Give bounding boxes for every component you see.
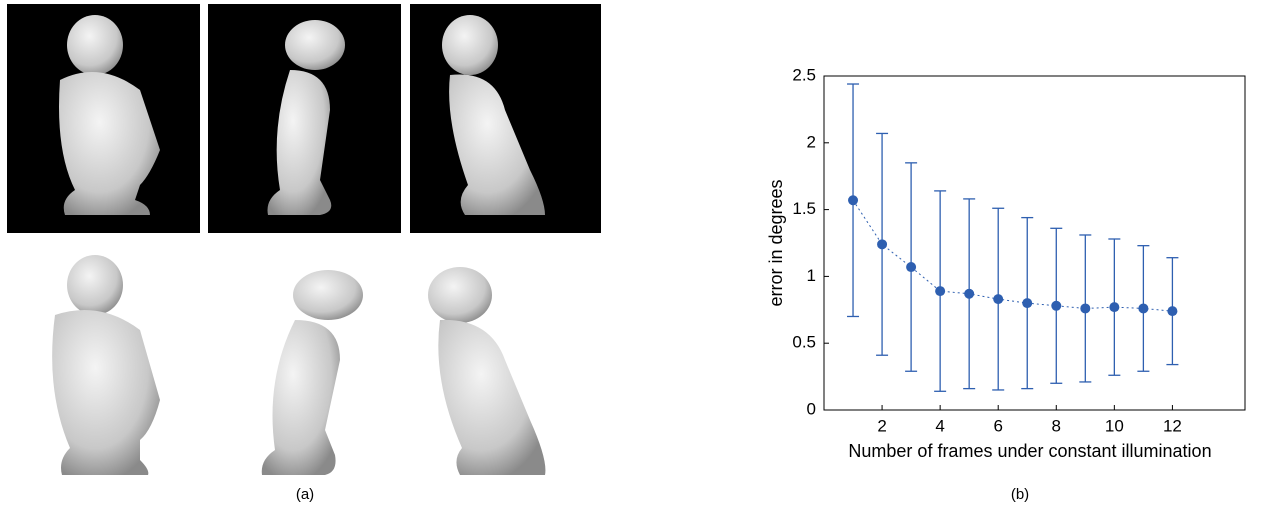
x-tick-label: 2 <box>877 416 886 435</box>
statue-renders <box>52 255 545 475</box>
point <box>877 239 887 249</box>
point <box>935 286 945 296</box>
caption: (a) <box>296 486 314 503</box>
x-tick-label: 6 <box>993 416 1002 435</box>
x-axis-label: Number of frames under constant illumina… <box>848 441 1211 461</box>
point <box>964 289 974 299</box>
x-tick-label: 12 <box>1163 416 1182 435</box>
point <box>1138 303 1148 313</box>
y-tick-label: 1.5 <box>792 199 816 218</box>
plot-frame <box>824 76 1245 410</box>
caption: (b) <box>1011 486 1029 503</box>
point <box>1080 303 1090 313</box>
y-tick-label: 0 <box>807 399 816 418</box>
point <box>1022 298 1032 308</box>
y-tick-label: 2.5 <box>792 65 816 84</box>
y-tick-label: 2 <box>807 132 816 151</box>
trend-line <box>853 200 1172 311</box>
y-tick-label: 0.5 <box>792 333 816 352</box>
point <box>906 262 916 272</box>
x-tick-label: 4 <box>935 416 944 435</box>
point <box>993 294 1003 304</box>
point <box>1051 301 1061 311</box>
photos <box>7 4 601 475</box>
x-tick-label: 8 <box>1052 416 1061 435</box>
y-tick-label: 1 <box>807 266 816 285</box>
y-axis-label: error in degrees <box>766 179 786 306</box>
point <box>848 195 858 205</box>
point <box>1167 306 1177 316</box>
point <box>1109 302 1119 312</box>
x-tick-label: 10 <box>1105 416 1124 435</box>
figure: (a) (b) Number of frames under constant … <box>0 0 1288 512</box>
